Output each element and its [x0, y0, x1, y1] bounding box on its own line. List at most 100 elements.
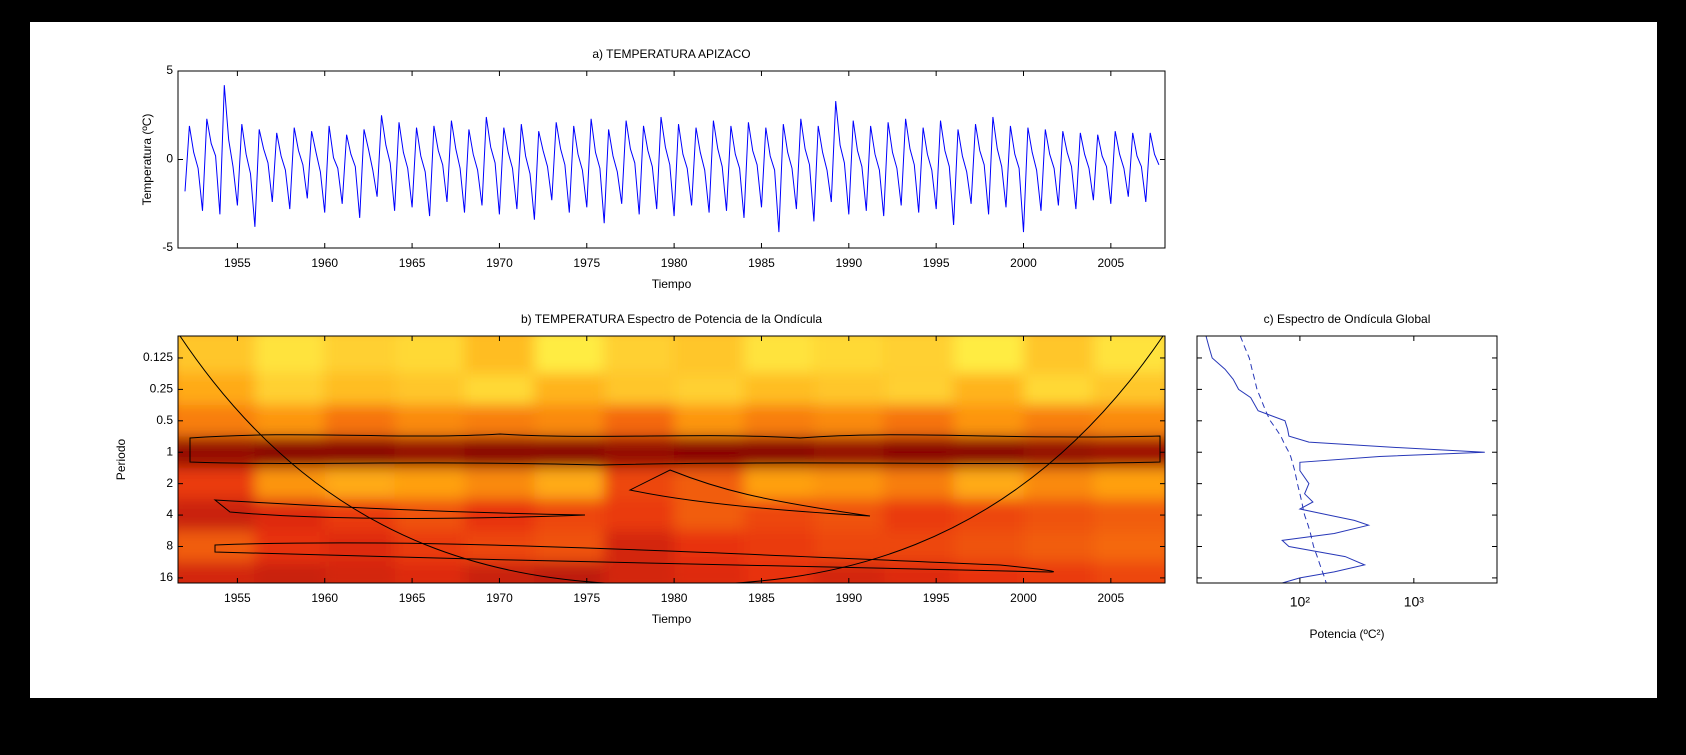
heat-cell [464, 562, 535, 583]
heat-cell [178, 530, 255, 563]
heat-cell [674, 373, 744, 406]
heat-cell [813, 373, 884, 406]
chart-title: a) TEMPERATURA APIZACO [592, 47, 750, 61]
heat-cell [1023, 373, 1094, 406]
x-tick-label: 1955 [224, 591, 251, 605]
y-tick-label: 5 [166, 63, 173, 77]
heat-cell [394, 467, 465, 500]
x-tick-label: 1965 [399, 591, 426, 605]
heat-cell [1023, 499, 1094, 531]
x-tick-label: 2000 [1010, 256, 1037, 270]
heat-cell [1093, 373, 1165, 406]
x-tick-label: 1990 [835, 591, 862, 605]
heat-cell [464, 530, 535, 563]
x-tick-label: 10³ [1404, 594, 1425, 610]
plot-frame [1196, 335, 1498, 584]
y-tick-label: 8 [166, 539, 173, 553]
x-tick-label: 1960 [311, 256, 338, 270]
x-tick-label: 1990 [835, 256, 862, 270]
heat-cell [1023, 336, 1094, 374]
heat-cell [178, 562, 255, 583]
heat-cell [464, 373, 535, 406]
x-tick-label: 1980 [661, 591, 688, 605]
heat-cell [254, 405, 325, 437]
x-tick-label: 2005 [1097, 591, 1124, 605]
heat-cell [674, 530, 744, 563]
y-tick-label: 1 [166, 444, 173, 458]
heat-cell [883, 405, 954, 437]
heat-cell [464, 499, 535, 531]
heat-cell [324, 562, 395, 583]
heat-cell [534, 336, 605, 374]
x-tick-label: 2005 [1097, 256, 1124, 270]
x-tick-label: 1980 [661, 256, 688, 270]
heat-cell [604, 499, 675, 531]
heat-cell [178, 373, 255, 406]
heat-cell [743, 467, 814, 500]
x-tick-label: 1970 [486, 256, 513, 270]
plot-frame [177, 335, 1166, 584]
heat-cell [604, 436, 675, 468]
y-axis-label: Temperatura (ºC) [140, 114, 154, 206]
y-tick-label: 0 [166, 152, 173, 166]
heat-cell [534, 436, 605, 468]
x-tick-label: 1985 [748, 591, 775, 605]
heat-cell [178, 405, 255, 437]
heat-cell [953, 562, 1024, 583]
heat-cell [674, 405, 744, 437]
heat-cell [1093, 530, 1165, 563]
heat-cell [743, 373, 814, 406]
heat-cell [604, 373, 675, 406]
heat-cell [743, 562, 814, 583]
heat-cell [534, 467, 605, 500]
heat-cell [743, 499, 814, 531]
y-tick-label: 0.125 [143, 350, 173, 364]
contour [214, 542, 1054, 573]
heat-cell [464, 405, 535, 437]
heat-cell [953, 405, 1024, 437]
heat-cell [534, 373, 605, 406]
heat-cell [953, 336, 1024, 374]
y-tick-label: 2 [166, 476, 173, 490]
heat-cell [394, 499, 465, 531]
heat-cell [883, 467, 954, 500]
heat-cell [394, 336, 465, 374]
heat-cell [1093, 562, 1165, 583]
x-tick-label: 1985 [748, 256, 775, 270]
heat-cell [254, 336, 325, 374]
cone-of-influence [179, 336, 1164, 583]
data-line [1239, 335, 1327, 584]
x-tick-label: 1995 [923, 256, 950, 270]
y-tick-label: 0.5 [156, 413, 173, 427]
heat-cell [464, 336, 535, 374]
x-tick-label: 1970 [486, 591, 513, 605]
heat-cell [813, 530, 884, 563]
heat-cell [953, 499, 1024, 531]
heat-cell [1093, 499, 1165, 531]
y-tick-label: 0.25 [150, 382, 174, 396]
heat-cell [1023, 530, 1094, 563]
heat-cell [178, 467, 255, 500]
heat-cell [883, 530, 954, 563]
heat-cell [953, 436, 1024, 468]
x-tick-label: 2000 [1010, 591, 1037, 605]
heat-cell [254, 467, 325, 500]
heatmap-cells [178, 336, 1165, 583]
heat-cell [604, 530, 675, 563]
heat-cell [324, 405, 395, 437]
heat-cell [743, 405, 814, 437]
heat-cell [953, 530, 1024, 563]
x-axis-label: Potencia (ºC²) [1309, 627, 1384, 641]
heat-cell [883, 336, 954, 374]
heat-cell [604, 562, 675, 583]
heat-cell [813, 467, 884, 500]
heat-cell [674, 562, 744, 583]
heat-cell [743, 530, 814, 563]
x-tick-label: 1975 [573, 256, 600, 270]
heat-cell [883, 373, 954, 406]
heat-cell [604, 467, 675, 500]
heat-cell [178, 336, 255, 374]
heat-cell [254, 373, 325, 406]
heatmap [178, 336, 1165, 583]
